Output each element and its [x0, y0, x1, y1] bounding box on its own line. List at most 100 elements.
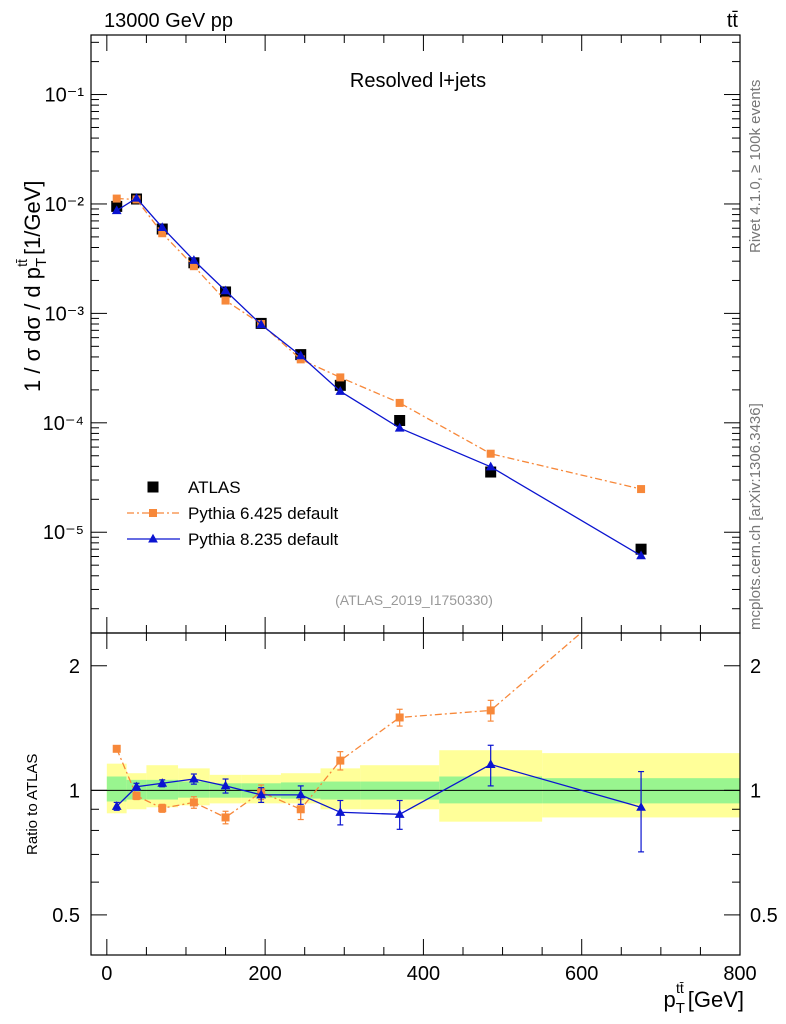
ratio-series — [111, 577, 646, 853]
ratio-series-clip — [111, 577, 646, 853]
data-point — [295, 789, 306, 799]
data-point — [336, 373, 345, 382]
x-tick-label: 200 — [248, 963, 281, 985]
data-point — [395, 398, 404, 407]
data-point — [189, 773, 199, 783]
main-ytick-labels: 10⁻¹ 10⁻² 10⁻³ 10⁻⁴ 10⁻⁵ — [43, 85, 85, 545]
data-point — [394, 809, 405, 818]
data-point — [335, 386, 346, 395]
data-point — [220, 780, 231, 790]
data-point — [157, 222, 168, 231]
ylabel-text: 1 / σ dσ / d p — [20, 267, 45, 392]
ratio-panel: Ratio to ATLAS 2 2 1 1 0.5 0.5 0 200 400 600 800 p… — [24, 577, 778, 1017]
ratio-bands — [91, 750, 740, 822]
plot-title: Resolved l+jets — [350, 70, 486, 92]
x-tick-label: 600 — [565, 963, 598, 985]
xlabel-sub: T — [676, 1000, 685, 1017]
x-tick-label: 0 — [101, 963, 112, 985]
svg-text:1 / σ dσ / d pTtt̄[1/GeV]: 1 / σ dσ / d pTtt̄ [1/GeV] — [14, 180, 50, 392]
ratio-frame — [90, 632, 741, 956]
ratio-ticks — [91, 633, 741, 955]
ylabel-sub: T — [33, 258, 50, 267]
data-point — [111, 205, 122, 215]
y-tick-label: 10⁻⁴ — [43, 413, 84, 435]
data-point — [485, 466, 497, 478]
data-point — [221, 296, 230, 305]
y-tick-label: 10⁻³ — [45, 303, 85, 325]
data-point — [485, 461, 496, 471]
data-point — [395, 713, 404, 722]
data-point — [485, 759, 496, 768]
analysis-tag: (ATLAS_2019_I1750330) — [335, 592, 493, 608]
series-line — [116, 197, 642, 557]
data-point — [112, 194, 121, 203]
ylabel-unit: [1/GeV] — [20, 180, 45, 255]
data-point — [256, 789, 267, 799]
uncertainty-band-inner — [178, 781, 210, 798]
data-point — [296, 805, 305, 814]
xlabel-sup: tt̄ — [676, 980, 684, 996]
legend: ATLAS Pythia 6.425 default Pythia 8.235 de… — [127, 478, 339, 549]
data-point — [189, 255, 199, 264]
data-point — [334, 379, 346, 391]
main-series — [111, 192, 647, 560]
main-ticks — [91, 35, 741, 633]
mcplots-label: mcplots.cern.ch [arXiv:1306.3436] — [747, 403, 764, 630]
x-axis-label: pTtt̄ [GeV] — [664, 980, 744, 1017]
data-point — [147, 481, 159, 493]
main-ylabel: 1 / σ dσ / d pTtt̄ [1/GeV] — [14, 180, 50, 392]
process-label: tt̄ — [727, 10, 739, 32]
data-point — [635, 543, 647, 555]
xlabel-unit: [GeV] — [688, 987, 744, 1012]
legend-label: Pythia 6.425 default — [188, 504, 339, 523]
data-point — [636, 802, 646, 811]
y-tick-label: 10⁻² — [45, 194, 85, 216]
data-point — [149, 509, 157, 517]
data-point — [637, 485, 646, 494]
y-tick-label: 2 — [69, 656, 80, 678]
data-point — [335, 807, 346, 816]
data-point — [189, 798, 198, 807]
data-point — [189, 262, 198, 271]
y-tick-label-right: 2 — [750, 656, 761, 678]
data-point — [158, 229, 167, 238]
y-tick-label-right: 0.5 — [750, 905, 778, 927]
ratio-ylabel: Ratio to ATLAS — [24, 754, 41, 855]
data-point — [295, 350, 306, 360]
data-point — [157, 778, 168, 787]
data-point — [336, 756, 345, 765]
data-point — [111, 801, 122, 810]
uncertainty-band-inner — [106, 776, 127, 802]
data-point — [131, 192, 142, 202]
legend-label: ATLAS — [188, 478, 241, 497]
ylabel-sup: tt̄ — [14, 259, 30, 267]
y-tick-label: 1 — [69, 780, 80, 802]
energy-label: 13000 GeV pp — [104, 10, 233, 32]
series-line — [116, 197, 642, 490]
data-point — [486, 706, 495, 715]
svg-text:pTtt̄[GeV]: pTtt̄ [GeV] — [664, 980, 744, 1017]
data-point — [131, 781, 142, 791]
legend-label: Pythia 8.235 default — [188, 530, 339, 549]
data-point — [158, 804, 167, 813]
x-tick-label: 400 — [407, 963, 440, 985]
rivet-label: Rivet 4.1.0, ≥ 100k events — [747, 80, 764, 253]
data-point — [148, 533, 158, 543]
y-tick-label: 10⁻⁵ — [43, 522, 84, 544]
data-point — [256, 319, 267, 329]
data-point — [220, 285, 231, 295]
data-point — [637, 577, 645, 585]
xlabel-text: p — [664, 987, 676, 1012]
main-panel: Resolved l+jets (ATLAS_2019_I1750330) 1 … — [14, 34, 741, 634]
data-point — [486, 449, 495, 458]
y-tick-label-right: 1 — [750, 780, 761, 802]
data-point — [394, 422, 405, 432]
data-point — [112, 744, 121, 753]
data-point — [296, 355, 305, 364]
y-tick-label: 0.5 — [52, 905, 80, 927]
data-point — [636, 550, 646, 560]
data-point — [132, 791, 141, 800]
y-tick-label: 10⁻¹ — [45, 85, 85, 107]
ratio-tick-labels: 2 2 1 1 0.5 0.5 0 200 400 600 800 — [52, 656, 778, 985]
